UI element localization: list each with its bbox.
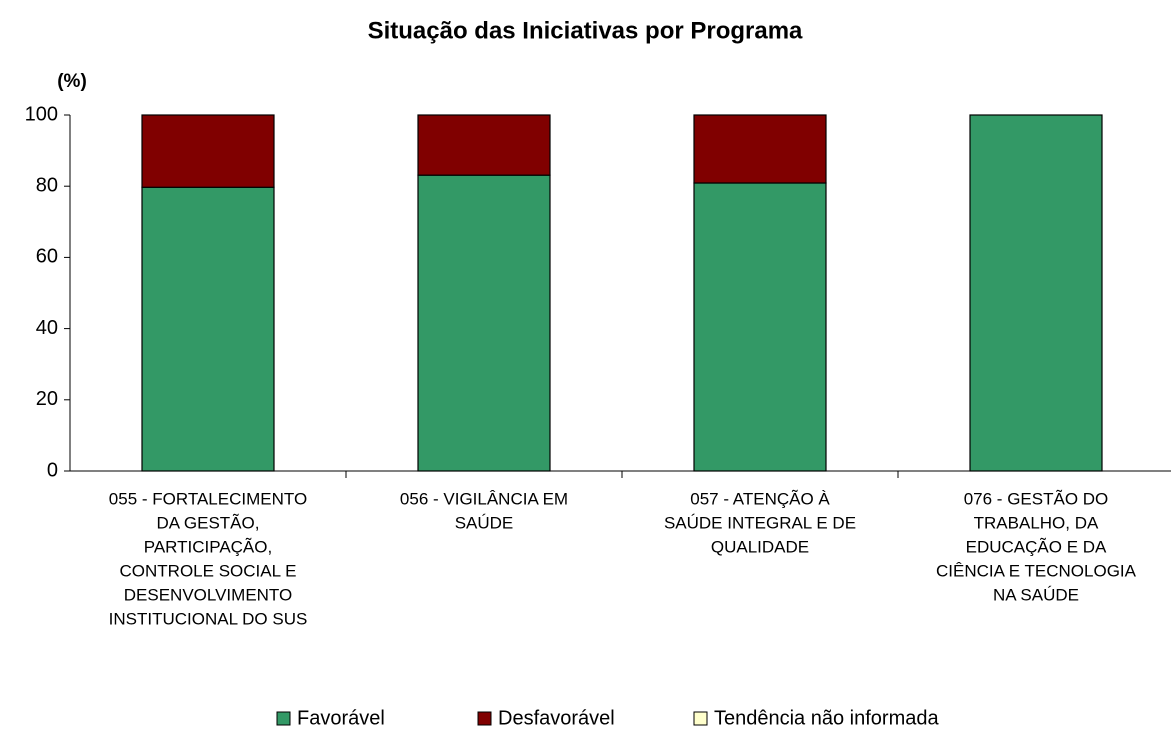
bar-segment [693,114,827,184]
x-tick-label: INSTITUCIONAL DO SUS [109,609,308,628]
x-tick-label: EDUCAÇÃO E DA [966,537,1107,556]
x-tick-label: SAÚDE INTEGRAL E DE [664,513,856,532]
y-tick-label: 0 [47,459,58,481]
x-tick-label: PARTICIPAÇÃO, [144,537,272,556]
bar-segment [693,182,827,472]
x-tick-label: 055 - FORTALECIMENTO [109,489,307,508]
x-tick-label: NA SAÚDE [993,585,1079,604]
x-tick-label: DA GESTÃO, [157,513,260,532]
y-tick-label: 100 [25,103,58,125]
y-tick-label: 40 [36,317,58,339]
x-tick-label: DESENVOLVIMENTO [124,585,292,604]
y-tick-label: 20 [36,388,58,410]
legend-swatch [477,711,492,726]
bar-segment [417,174,551,472]
legend-label: Favorável [297,707,385,729]
legend-label: Tendência não informada [714,707,939,729]
legend-swatch [693,711,708,726]
bar-segment [969,114,1103,472]
x-tick-label: CONTROLE SOCIAL E [120,561,297,580]
bar-segment [141,114,275,188]
x-tick-label: 076 - GESTÃO DO [964,489,1109,508]
y-tick-label: 80 [36,174,58,196]
x-tick-label: 057 - ATENÇÃO À [690,489,830,508]
x-tick-label: CIÊNCIA E TECNOLOGIA [936,561,1137,580]
x-tick-label: TRABALHO, DA [974,513,1099,532]
y-tick-label: 60 [36,246,58,268]
chart-title: Situação das Iniciativas por Programa [368,17,803,44]
x-tick-label: SAÚDE [455,513,514,532]
x-tick-label: QUALIDADE [711,537,809,556]
y-axis-label: (%) [57,71,87,92]
bar-segment [141,186,275,472]
x-tick-label: 056 - VIGILÂNCIA EM [400,489,568,508]
bar-segment [417,114,551,176]
legend-label: Desfavorável [498,707,615,729]
legend-swatch [276,711,291,726]
